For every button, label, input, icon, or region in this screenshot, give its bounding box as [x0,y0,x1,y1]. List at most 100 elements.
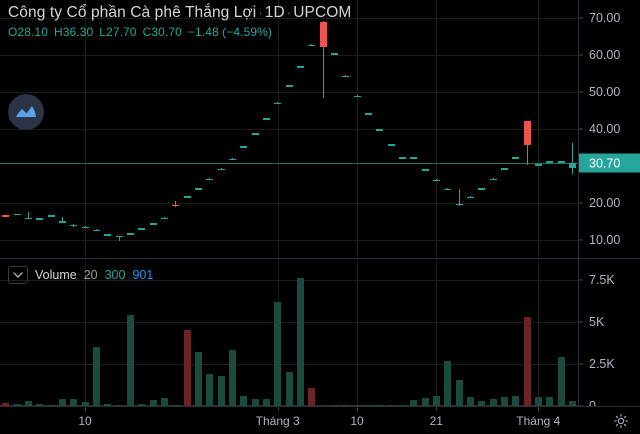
candlestick[interactable] [534,164,542,166]
candlestick[interactable] [194,188,202,190]
candlestick[interactable] [251,133,259,135]
chevron-down-icon[interactable] [8,266,28,284]
candlestick[interactable] [364,113,372,115]
current-price-badge[interactable]: 30.70 [579,153,640,173]
volume-bar[interactable] [342,404,350,406]
candlestick[interactable] [319,21,327,48]
volume-bar[interactable] [557,357,565,406]
candlestick[interactable] [104,234,112,236]
volume-bar[interactable] [92,347,100,406]
candlestick[interactable] [70,224,78,227]
candlestick[interactable] [387,144,395,146]
volume-bar[interactable] [194,352,202,406]
candlestick[interactable] [421,169,429,171]
pane-separator[interactable] [0,258,640,259]
volume-bar[interactable] [274,301,282,406]
candlestick[interactable] [24,217,32,220]
candlestick[interactable] [353,95,361,98]
volume-bar[interactable] [421,397,429,406]
volume-bar[interactable] [364,404,372,406]
volume-bar[interactable] [534,397,542,406]
volume-bar[interactable] [308,387,316,406]
volume-bar[interactable] [58,398,66,406]
candlestick[interactable] [262,118,270,120]
volume-bar[interactable] [206,374,214,406]
volume-bar[interactable] [387,404,395,406]
candlestick[interactable] [58,221,66,223]
candlestick[interactable] [274,102,282,105]
candlestick[interactable] [115,235,123,238]
time-axis[interactable]: 10 Tháng 3 10 21 Tháng 4 [0,407,640,434]
candlestick[interactable] [398,157,406,159]
volume-bar[interactable] [149,399,157,406]
volume-bar[interactable] [217,375,225,406]
price-plot-area[interactable] [0,0,578,258]
volume-bar[interactable] [2,403,10,406]
candlestick[interactable] [432,179,440,182]
candlestick[interactable] [376,129,384,131]
volume-bar[interactable] [489,398,497,406]
volume-bar[interactable] [330,404,338,406]
candlestick[interactable] [455,203,463,206]
volume-bar[interactable] [432,395,440,406]
candlestick[interactable] [330,53,338,55]
candlestick[interactable] [206,178,214,181]
candlestick[interactable] [138,228,146,230]
candlestick[interactable] [342,75,350,78]
volume-bar[interactable] [546,397,554,406]
candlestick[interactable] [308,44,316,47]
price-pane[interactable]: 70.00 60.00 50.00 40.00 20.00 10.00 30.70 [0,0,640,258]
volume-bar[interactable] [13,404,21,406]
candlestick[interactable] [557,161,565,163]
volume-bar[interactable] [172,404,180,406]
candlestick[interactable] [444,188,452,191]
candlestick[interactable] [217,168,225,171]
candlestick[interactable] [172,204,180,207]
candlestick[interactable] [149,223,157,225]
price-axis[interactable]: 70.00 60.00 50.00 40.00 20.00 10.00 30.70 [578,0,640,258]
volume-bar[interactable] [138,404,146,406]
candlestick[interactable] [81,226,89,229]
candlestick[interactable] [478,188,486,190]
volume-bar[interactable] [183,330,191,406]
volume-bar[interactable] [410,400,418,406]
candlestick[interactable] [2,215,10,217]
candlestick[interactable] [568,163,576,169]
volume-bar[interactable] [104,404,112,406]
candlestick[interactable] [546,161,554,163]
volume-bar[interactable] [353,404,361,406]
volume-bar[interactable] [70,398,78,406]
candlestick[interactable] [160,217,168,220]
volume-bar[interactable] [398,404,406,406]
volume-bar[interactable] [500,396,508,406]
candlestick[interactable] [36,218,44,220]
volume-bar[interactable] [523,316,531,406]
volume-bar[interactable] [568,401,576,406]
volume-bar[interactable] [285,372,293,406]
volume-bar[interactable] [115,404,123,406]
candlestick[interactable] [410,157,418,159]
volume-bar[interactable] [444,361,452,406]
candlestick[interactable] [228,158,236,161]
volume-plot-area[interactable] [0,261,578,406]
candlestick[interactable] [13,213,21,216]
volume-bar[interactable] [47,404,55,406]
candlestick[interactable] [240,146,248,148]
volume-bar[interactable] [376,404,384,406]
candlestick[interactable] [500,168,508,170]
volume-bar[interactable] [228,350,236,406]
candlestick[interactable] [489,178,497,181]
volume-bar[interactable] [81,402,89,406]
candlestick[interactable] [523,121,531,146]
volume-bar[interactable] [24,400,32,406]
candlestick[interactable] [296,66,304,68]
volume-bar[interactable] [160,397,168,406]
volume-bar[interactable] [262,398,270,406]
candlestick[interactable] [466,196,474,199]
volume-bar[interactable] [296,277,304,406]
candlestick[interactable] [512,157,520,159]
candlestick[interactable] [126,233,134,235]
volume-bar[interactable] [126,315,134,406]
